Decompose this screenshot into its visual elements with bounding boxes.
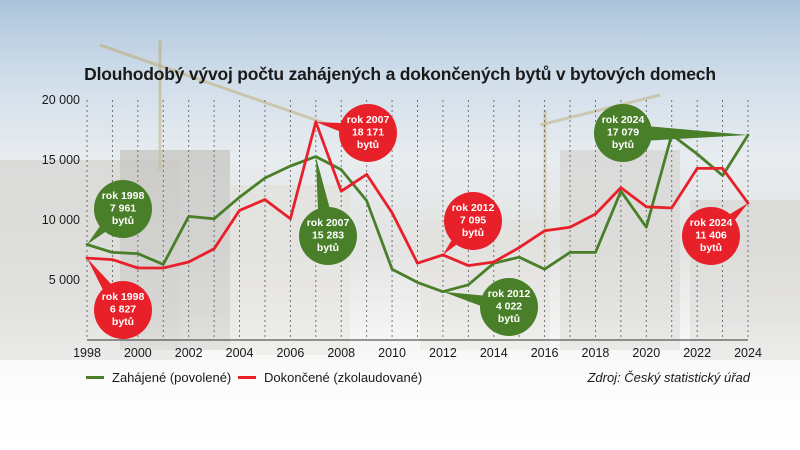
legend-swatch-green: [86, 376, 104, 379]
callout-bubble: [444, 192, 502, 250]
callout-text: bytů: [112, 316, 134, 328]
callout-bubble: [94, 281, 152, 339]
callout-bubble: [299, 207, 357, 265]
y-tick-label: 15 000: [42, 153, 80, 167]
x-tick-label: 2024: [734, 346, 762, 360]
callout-text: rok 2007: [307, 217, 350, 229]
series-line-dokoncene: [85, 120, 750, 270]
callout-text: bytů: [700, 242, 722, 254]
x-tick-label: 2014: [480, 346, 508, 360]
legend-swatch-red: [238, 376, 256, 379]
x-tick-label: 2008: [327, 346, 355, 360]
callout-text: rok 1998: [102, 190, 145, 202]
y-tick-label: 20 000: [42, 93, 80, 107]
callout-text: rok 2012: [452, 202, 495, 214]
x-tick-label: 2012: [429, 346, 457, 360]
callout-text: 4 022: [496, 301, 522, 313]
callout-text: bytů: [612, 139, 634, 151]
source-note: Zdroj: Český statistický úřad: [587, 370, 750, 385]
callout-bubble: [682, 207, 740, 265]
callout-text: 18 171: [352, 127, 384, 139]
callout-pointer: [622, 124, 748, 142]
callout-text: rok 1998: [102, 291, 145, 303]
series-line-zahajene: [85, 133, 750, 294]
callout-text: 11 406: [695, 230, 727, 242]
callout-bubble: [480, 278, 538, 336]
callout-text: 17 079: [607, 127, 639, 139]
callout-text: 7 961: [110, 203, 136, 215]
x-tick-label: 2018: [582, 346, 610, 360]
callout-bubble: [339, 104, 397, 162]
callout-text: bytů: [498, 313, 520, 325]
x-tick-label: 1998: [73, 346, 101, 360]
x-tick-label: 2010: [378, 346, 406, 360]
callout-text: 6 827: [110, 304, 136, 316]
legend-label-zahajene: Zahájené (povolené): [112, 370, 232, 385]
callout-bubble: [594, 104, 652, 162]
chart-title: Dlouhodobý vývoj počtu zahájených a doko…: [84, 64, 716, 84]
y-tick-label: 5 000: [49, 273, 80, 287]
callout-text: rok 2024: [602, 114, 645, 126]
callout-text: 15 283: [312, 230, 344, 242]
x-tick-label: 2006: [276, 346, 304, 360]
x-tick-label: 2004: [226, 346, 254, 360]
callout-text: rok 2024: [690, 217, 733, 229]
callout-text: rok 2012: [488, 288, 531, 300]
callout-text: bytů: [112, 215, 134, 227]
callout-text: bytů: [317, 242, 339, 254]
x-tick-label: 2020: [632, 346, 660, 360]
x-tick-label: 2000: [124, 346, 152, 360]
legend-item-dokoncene: Dokončené (zkolaudované): [238, 370, 422, 385]
x-tick-label: 2016: [531, 346, 559, 360]
x-tick-label: 2002: [175, 346, 203, 360]
callout-text: rok 2007: [347, 114, 390, 126]
callout-text: bytů: [462, 227, 484, 239]
legend-label-dokoncene: Dokončené (zkolaudované): [264, 370, 423, 385]
x-tick-label: 2022: [683, 346, 711, 360]
callout-text: bytů: [357, 139, 379, 151]
legend-item-zahajene: Zahájené (povolené): [86, 370, 231, 385]
y-tick-label: 10 000: [42, 213, 80, 227]
callout-text: 7 095: [460, 215, 486, 227]
callout-bubble: [94, 180, 152, 238]
